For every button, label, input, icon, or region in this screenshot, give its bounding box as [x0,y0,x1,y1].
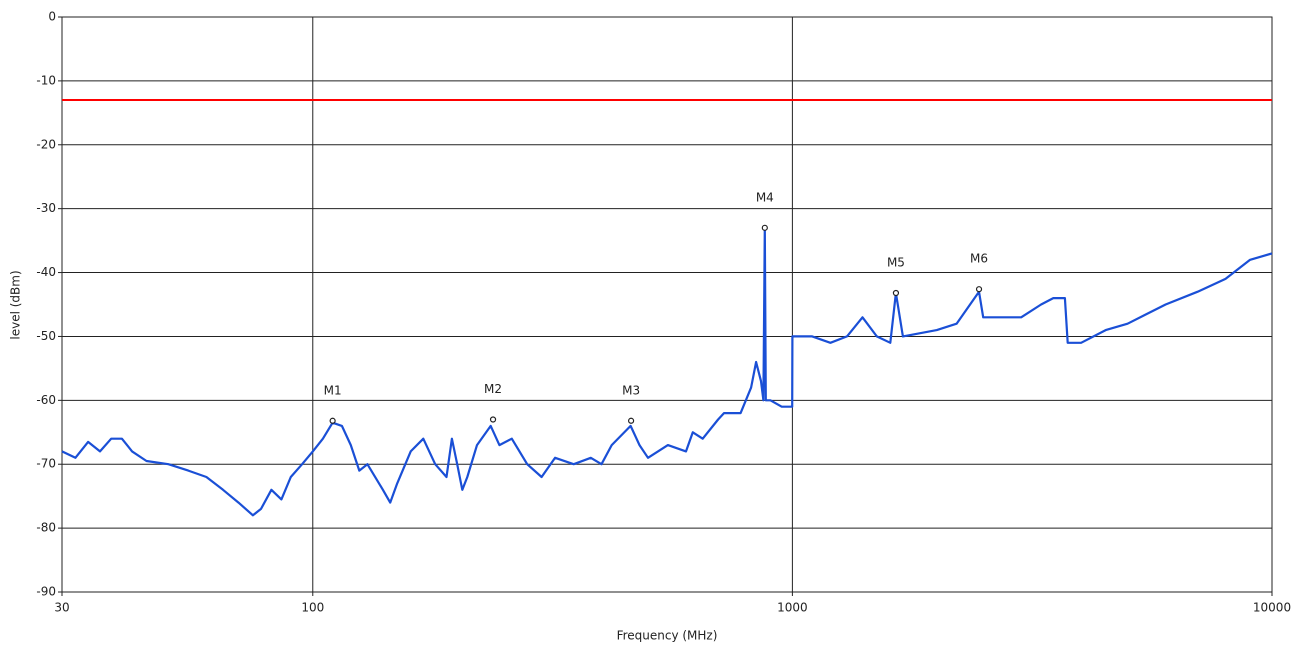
marker-label: M1 [324,383,342,397]
x-tick-label: 10000 [1253,601,1291,615]
marker-point [329,417,336,424]
trace [61,226,1273,517]
y-tick-label: -10 [36,73,56,87]
y-tick-label: -90 [36,585,56,599]
marker-point [761,224,768,231]
x-axis-label: Frequency (MHz) [617,629,718,643]
y-tick-label: -50 [36,329,56,343]
marker-point [975,286,983,293]
y-axis-label: level (dBm) [9,270,23,339]
marker-label: M5 [887,256,905,270]
y-tick-label: -70 [36,457,56,471]
marker-label: M4 [756,190,774,204]
marker-point [489,416,497,423]
marker-label: M3 [622,383,640,397]
marker-label: M6 [970,252,988,266]
y-tick-label: -80 [36,521,56,535]
y-tick-label: -30 [36,201,56,215]
y-tick-label: -20 [36,137,56,151]
x-tick-label: 30 [54,601,69,615]
y-tick-label: -60 [36,393,56,407]
y-tick-label: -40 [36,265,56,279]
y-tick-label: 0 [48,10,56,24]
x-tick-label: 1000 [777,601,808,615]
marker-label: M2 [484,382,502,396]
marker-point [892,289,900,297]
plot-area [61,16,1273,593]
x-tick-label: 100 [301,601,324,615]
marker-point [627,417,635,424]
